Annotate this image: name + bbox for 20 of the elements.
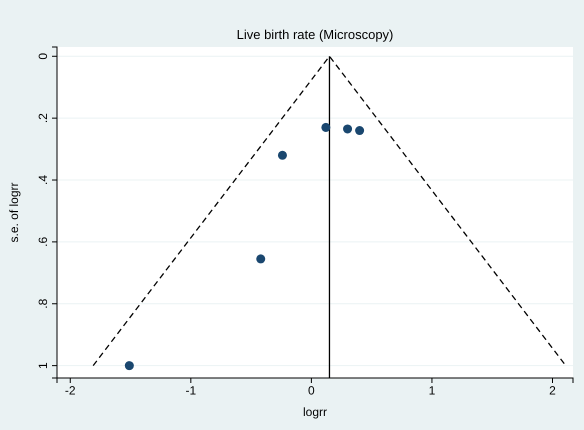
x-tick-label: 2 bbox=[549, 384, 556, 398]
chart-title: Live birth rate (Microscopy) bbox=[236, 27, 394, 42]
point bbox=[278, 150, 287, 160]
x-tick-label: -1 bbox=[185, 384, 196, 398]
y-tick-label: 1 bbox=[36, 362, 50, 369]
point bbox=[321, 122, 330, 132]
point bbox=[355, 126, 364, 136]
point bbox=[256, 254, 266, 264]
y-tick-label: .6 bbox=[36, 236, 50, 247]
y-tick-label: 0 bbox=[36, 52, 50, 60]
y-axis-title: s.e. of logrr bbox=[7, 182, 21, 243]
y-tick-label: .8 bbox=[36, 298, 50, 309]
y-tick-label: .2 bbox=[36, 112, 50, 124]
x-tick-label: -2 bbox=[64, 384, 76, 398]
x-tick-label: 0 bbox=[308, 384, 316, 398]
y-tick-label: .4 bbox=[36, 174, 50, 186]
point bbox=[343, 124, 352, 134]
x-axis-title: logrr bbox=[302, 405, 328, 419]
point bbox=[124, 361, 134, 370]
x-tick-label: 1 bbox=[428, 384, 436, 398]
